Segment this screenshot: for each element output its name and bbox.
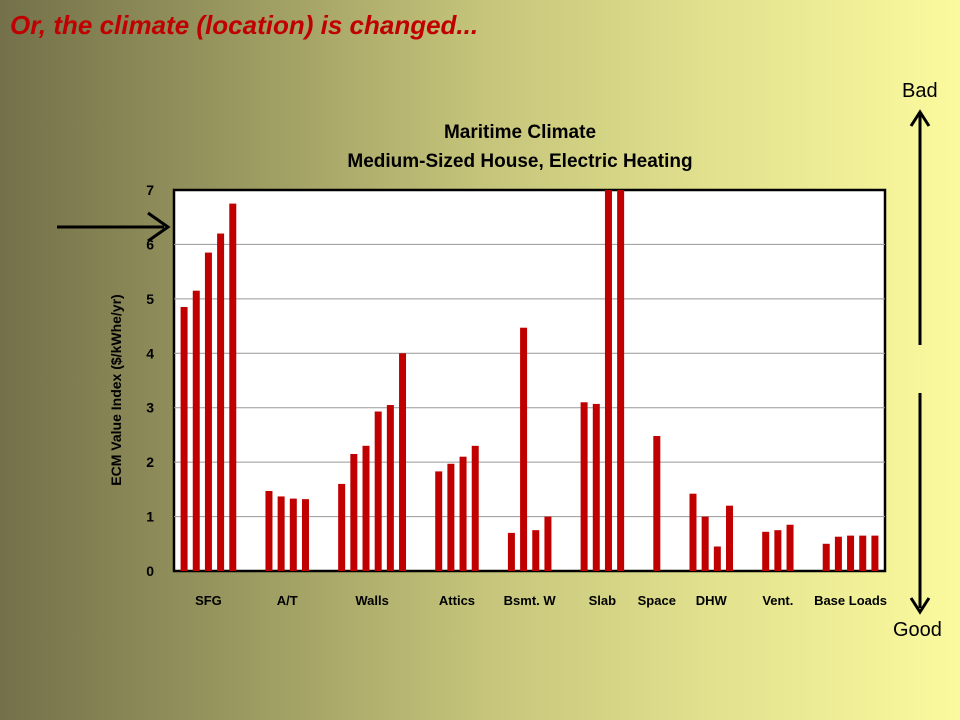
x-tick-label: Slab (589, 593, 617, 608)
up-arrow-icon (909, 109, 931, 345)
y-tick-labels: 0 1 2 3 4 5 6 7 (146, 182, 154, 579)
bar (871, 535, 879, 571)
bar (192, 290, 200, 571)
bar (859, 535, 867, 571)
plot-area (172, 188, 887, 573)
bar (289, 498, 297, 571)
bar (507, 532, 515, 571)
y-tick-label: 4 (146, 345, 154, 361)
bar (301, 499, 309, 571)
bar (447, 463, 455, 571)
x-tick-labels: SFG A/T Walls Attics Bsmt. W Slab Space DHW Vent… (195, 593, 887, 608)
y-tick-label: 0 (146, 563, 154, 579)
chart-subtitle: Medium-Sized House, Electric Heating (347, 151, 693, 172)
bar (701, 516, 709, 571)
bar (229, 203, 237, 571)
down-arrow-icon (909, 393, 931, 615)
bar (726, 505, 734, 571)
bar (520, 327, 528, 571)
y-tick-label: 6 (146, 236, 154, 252)
chart-title-block: Maritime Climate Medium-Sized House, Ele… (270, 118, 770, 176)
bar (786, 524, 794, 571)
bar (338, 483, 346, 571)
gridlines (174, 243, 885, 518)
bar (617, 190, 625, 571)
bad-label: Bad (902, 80, 938, 102)
bar (180, 307, 188, 571)
bar (713, 546, 721, 571)
x-tick-label: Space (638, 593, 676, 608)
bar (362, 445, 370, 571)
x-tick-label: Base Loads (814, 593, 887, 608)
bar (604, 190, 612, 571)
bar (822, 543, 830, 571)
y-tick-label: 1 (146, 509, 154, 525)
bar (544, 516, 552, 571)
bar (580, 402, 588, 571)
bar (592, 403, 600, 571)
bar (204, 252, 212, 572)
bar (847, 535, 855, 571)
right-arrow-icon (57, 211, 171, 243)
x-tick-label: Walls (355, 593, 388, 608)
bar (532, 530, 540, 571)
x-tick-label: SFG (195, 593, 222, 608)
y-tick-label: 3 (146, 400, 154, 416)
bar (834, 536, 842, 571)
bar (399, 353, 407, 571)
y-tick-label: 5 (146, 291, 154, 307)
slide-title: Or, the climate (location) is changed... (10, 10, 479, 40)
bar (374, 411, 382, 571)
x-tick-label: A/T (277, 593, 298, 608)
bar (653, 436, 661, 571)
x-tick-label: Vent. (762, 593, 793, 608)
bars (180, 190, 879, 572)
bar (265, 490, 273, 571)
good-label: Good (893, 619, 942, 641)
x-tick-label: Attics (439, 593, 475, 608)
bar (350, 453, 358, 571)
bar (435, 471, 443, 571)
bar (277, 496, 285, 571)
bar (459, 456, 467, 571)
bar (762, 531, 770, 571)
bar (386, 404, 394, 571)
y-tick-label: 2 (146, 454, 154, 470)
chart-title: Maritime Climate (443, 122, 597, 143)
bar (471, 445, 479, 571)
bar (774, 530, 782, 571)
x-tick-label: Bsmt. W (504, 593, 557, 608)
bar (217, 233, 225, 572)
y-tick-label: 7 (146, 182, 154, 198)
x-tick-label: DHW (696, 593, 728, 608)
bar (689, 493, 697, 571)
